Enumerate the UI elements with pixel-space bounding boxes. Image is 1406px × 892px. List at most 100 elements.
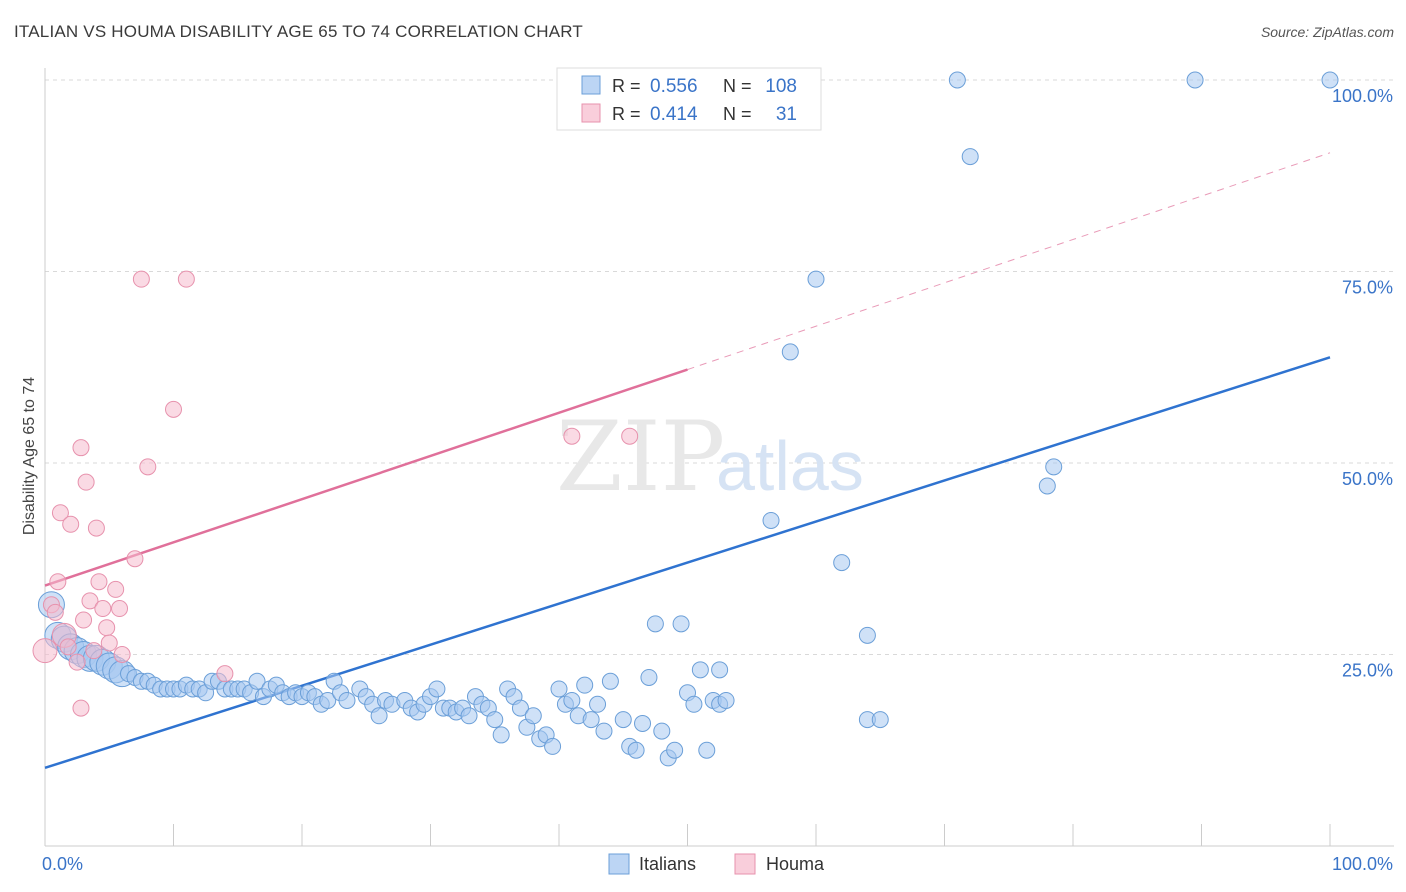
houma-point	[59, 638, 77, 656]
houma-point	[72, 439, 90, 457]
houma-point	[216, 665, 234, 683]
houma-point	[75, 611, 93, 629]
houma-point	[81, 592, 99, 610]
italians-point	[370, 707, 388, 725]
legend-n-value-houma: 31	[776, 104, 797, 125]
series-legend-label-italians: Italians	[639, 854, 696, 874]
data-points	[32, 71, 1339, 767]
houma-trend-extension	[687, 152, 1331, 371]
houma-point	[49, 573, 67, 591]
italians-point	[486, 711, 504, 729]
chart-title: ITALIAN VS HOUMA DISABILITY AGE 65 TO 74…	[14, 22, 583, 41]
houma-point	[51, 504, 69, 522]
houma-point	[77, 473, 95, 491]
italians-point	[781, 343, 799, 361]
italians-point	[544, 737, 562, 755]
italians-point	[338, 691, 356, 709]
legend-n-label-italians: N =	[723, 76, 752, 96]
houma-point	[68, 653, 86, 671]
legend-r-value-houma: 0.414	[650, 104, 698, 125]
italians-point	[711, 661, 729, 679]
houma-point	[62, 515, 80, 533]
axes	[44, 68, 1394, 847]
houma-point	[126, 550, 144, 568]
italians-point	[460, 707, 478, 725]
houma-point	[72, 699, 90, 717]
y-tick-label: 50.0%	[1342, 469, 1393, 489]
houma-point	[563, 427, 581, 445]
houma-point	[98, 619, 116, 637]
italians-point	[627, 741, 645, 759]
houma-point	[85, 642, 103, 660]
legend-swatch-houma	[581, 103, 601, 123]
series-legend-swatch-italians	[608, 853, 630, 875]
italians-point	[666, 741, 684, 759]
y-tick-label: 75.0%	[1342, 278, 1393, 298]
italians-point	[595, 722, 613, 740]
houma-trend-line	[44, 368, 688, 587]
italians-point	[428, 680, 446, 698]
legend-n-label-houma: N =	[723, 104, 752, 124]
legend-r-label-houma: R =	[612, 104, 641, 124]
italians-point	[807, 270, 825, 288]
series-legend-label-houma: Houma	[766, 854, 825, 874]
italians-point	[672, 615, 690, 633]
legend-r-label-italians: R =	[612, 76, 641, 96]
houma-point	[87, 519, 105, 537]
y-tick-label: 25.0%	[1342, 661, 1393, 681]
x-tick-label-min: 0.0%	[42, 854, 83, 874]
italians-point	[1045, 458, 1063, 476]
italians-point	[563, 691, 581, 709]
italians-point	[1186, 71, 1204, 89]
watermark-atlas: atlas	[716, 427, 864, 505]
italians-point	[1038, 477, 1056, 495]
italians-point	[248, 672, 266, 690]
italians-point	[646, 615, 664, 633]
italians-point	[492, 726, 510, 744]
italians-point	[319, 691, 337, 709]
italians-point	[601, 672, 619, 690]
gridlines	[45, 79, 1394, 655]
italians-point	[511, 699, 529, 717]
italians-point	[833, 554, 851, 572]
italians-point	[871, 711, 889, 729]
houma-point	[46, 603, 64, 621]
italians-point	[698, 741, 716, 759]
houma-point	[32, 638, 58, 664]
italians-point	[640, 668, 658, 686]
houma-point	[139, 458, 157, 476]
series-legend-swatch-houma	[734, 853, 756, 875]
houma-point	[113, 646, 131, 663]
tick-labels: 25.0% 50.0% 75.0% 100.0% 0.0% 100.0%	[42, 86, 1393, 874]
source-credit: Source: ZipAtlas.com	[1260, 24, 1394, 40]
houma-point	[94, 600, 112, 618]
houma-point	[107, 580, 125, 598]
watermark: ZIP atlas	[556, 401, 864, 513]
italians-point	[634, 714, 652, 732]
houma-point	[165, 400, 182, 418]
italians-point	[948, 71, 966, 89]
houma-point	[132, 270, 150, 288]
italians-point	[589, 695, 607, 713]
houma-point	[100, 634, 118, 652]
watermark-zip: ZIP	[556, 401, 725, 513]
italians-point	[685, 695, 703, 713]
houma-point	[111, 600, 129, 618]
houma-point	[90, 573, 108, 591]
italians-point	[576, 676, 594, 694]
italians-point	[550, 680, 568, 698]
houma-point	[177, 270, 195, 288]
italians-point	[582, 711, 600, 729]
legend-n-value-italians: 108	[765, 76, 797, 97]
legend-r-value-italians: 0.556	[650, 76, 698, 97]
stats-legend: R = 0.556 N = 108 R = 0.414 N = 31	[556, 67, 822, 131]
legend-swatch-italians	[581, 75, 601, 95]
y-tick-label: 100.0%	[1332, 86, 1393, 106]
italians-point	[1321, 71, 1339, 89]
italians-point	[653, 722, 671, 740]
italians-point	[762, 511, 780, 529]
italians-point	[961, 148, 979, 166]
italians-point	[858, 626, 876, 644]
y-axis-label: Disability Age 65 to 74	[21, 377, 38, 535]
